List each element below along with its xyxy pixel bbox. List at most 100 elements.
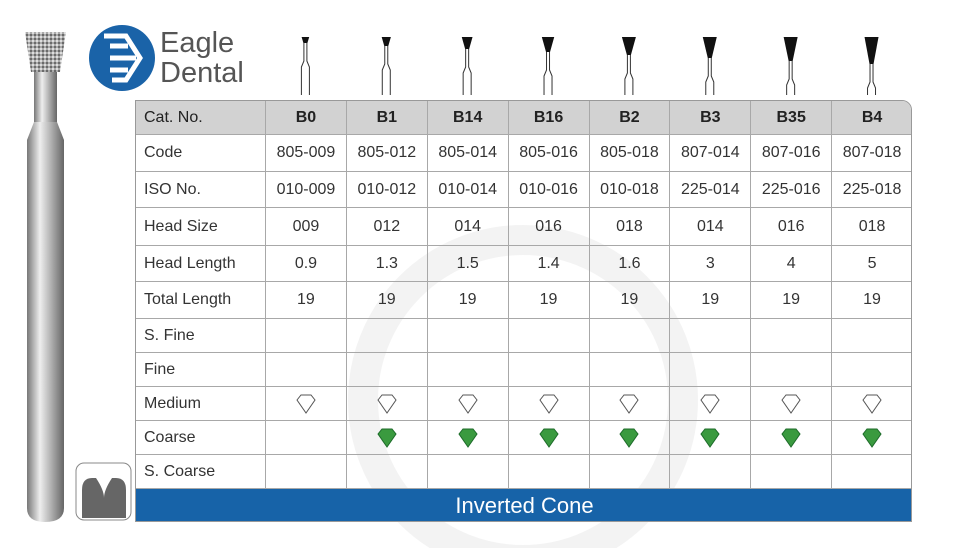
- bur-shaft: [27, 122, 64, 522]
- bur-neck: [34, 72, 57, 122]
- cell: 014: [670, 208, 752, 246]
- cell: [427, 421, 509, 455]
- watermark: [348, 225, 698, 548]
- bur-head-icon: [381, 37, 391, 46]
- table: Inverted Cone Cat. No. B0 B1 B14 B16 B2 B3 B35 B…: [135, 100, 912, 522]
- cell: [832, 319, 911, 353]
- grit-icon: [619, 394, 640, 414]
- cell: 010-018: [589, 172, 671, 208]
- grit-icon: [458, 394, 478, 414]
- cell: 225-014: [670, 172, 752, 208]
- cell: [346, 353, 428, 387]
- cell: [670, 421, 752, 455]
- cell: 1.5: [427, 246, 509, 282]
- cell: 807-016: [751, 135, 833, 172]
- header-cell: B16: [508, 101, 590, 135]
- cell: Total Length: [136, 282, 266, 319]
- cell: [346, 387, 428, 421]
- cell: 19: [751, 282, 833, 319]
- grit-icon: [700, 394, 720, 414]
- bur-shaft-icon: [624, 55, 634, 95]
- cell: S. Fine: [136, 319, 266, 353]
- cell: 19: [346, 282, 428, 319]
- header-cell: B1: [346, 101, 428, 135]
- cell: [508, 319, 590, 353]
- cell: 1.3: [346, 246, 428, 282]
- cell: 012: [346, 208, 428, 246]
- cell: [346, 455, 428, 489]
- bur-shaft-icon: [381, 46, 391, 95]
- cell: 018: [832, 208, 911, 246]
- cell: [427, 319, 509, 353]
- bur-head-icon: [461, 37, 473, 49]
- cell: 19: [670, 282, 752, 319]
- grit-icon: [862, 428, 882, 448]
- brand-line: Dental: [160, 57, 244, 89]
- brand-line: Eagle: [160, 27, 235, 59]
- cell: 010-009: [266, 172, 347, 208]
- cell: [346, 421, 428, 455]
- cell: [589, 455, 671, 489]
- cell: Coarse: [136, 421, 266, 455]
- footer: Inverted Cone: [136, 488, 911, 521]
- grit-icon: [377, 394, 397, 414]
- logo-mark: [104, 33, 143, 83]
- cell: [751, 455, 833, 489]
- bur-head-icon: [541, 37, 555, 52]
- cell: [832, 421, 911, 455]
- cell: 805-012: [346, 135, 428, 172]
- cell: Medium: [136, 387, 266, 421]
- bur-shaft-icon: [300, 43, 310, 95]
- cell: 19: [266, 282, 347, 319]
- cell: Head Size: [136, 208, 266, 246]
- cell: [670, 387, 752, 421]
- cell: [589, 387, 671, 421]
- cell: [346, 319, 428, 353]
- header-cell: B2: [589, 101, 671, 135]
- grit-icon: [296, 394, 316, 414]
- cell: 014: [427, 208, 509, 246]
- cell: [508, 387, 590, 421]
- grit-icon: [538, 428, 559, 448]
- cell: 010-014: [427, 172, 509, 208]
- cell: [266, 387, 347, 421]
- header-cell: B35: [751, 101, 833, 135]
- cell: 805-009: [266, 135, 347, 172]
- cell: [508, 421, 590, 455]
- cell: 807-014: [670, 135, 752, 172]
- bur-head-icon: [783, 37, 798, 61]
- cell: [751, 319, 833, 353]
- cell: 19: [427, 282, 509, 319]
- cell: [751, 353, 833, 387]
- cell: 19: [589, 282, 671, 319]
- cell: Head Length: [136, 246, 266, 282]
- bur-head: [25, 32, 66, 72]
- grit-icon: [538, 394, 559, 414]
- cell: [266, 353, 347, 387]
- grit-icon: [781, 394, 801, 414]
- cell: [427, 387, 509, 421]
- cell: [427, 455, 509, 489]
- cell: Fine: [136, 353, 266, 387]
- cell: 0.9: [266, 246, 347, 282]
- bur-shaft-icon: [705, 58, 715, 95]
- cell: [508, 455, 590, 489]
- cell: ISO No.: [136, 172, 266, 208]
- cell: 1.4: [508, 246, 590, 282]
- cell: [589, 319, 671, 353]
- bur-shaft-icon: [786, 61, 796, 95]
- cell: [751, 421, 833, 455]
- cell: [832, 455, 911, 489]
- cell: [266, 319, 347, 353]
- cell: 010-012: [346, 172, 428, 208]
- cell: 19: [832, 282, 911, 319]
- cell: Code: [136, 135, 266, 172]
- cell: [508, 353, 590, 387]
- cell: 3: [670, 246, 752, 282]
- cell: 805-018: [589, 135, 671, 172]
- header-cell: B3: [670, 101, 752, 135]
- bur-shaft-icon: [462, 49, 472, 95]
- cell: [670, 455, 752, 489]
